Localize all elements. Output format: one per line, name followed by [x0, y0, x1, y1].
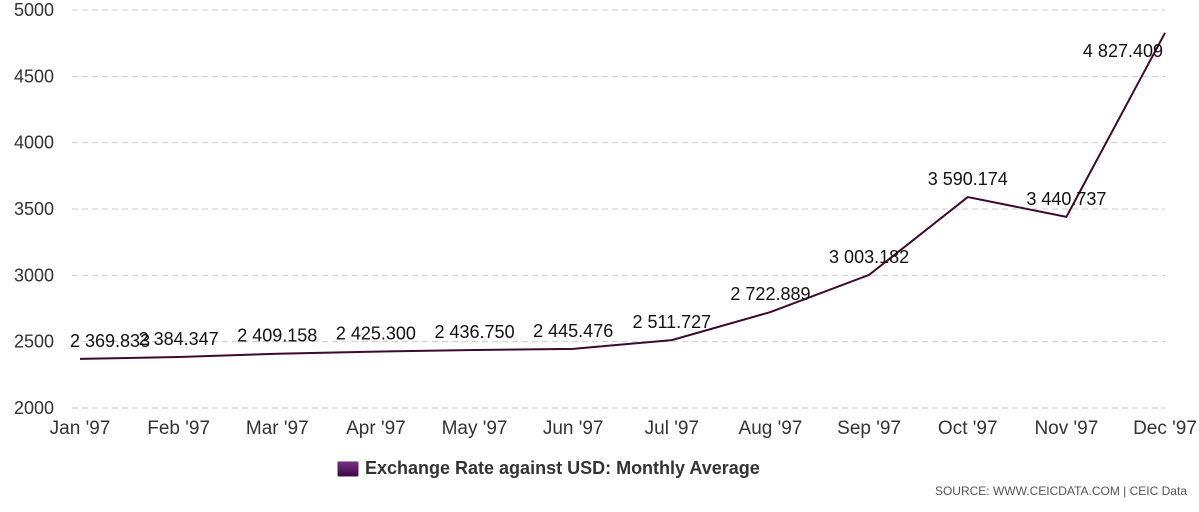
- x-tick-label: Apr '97: [346, 418, 406, 439]
- data-label: 2 511.727: [632, 312, 711, 332]
- data-label: 3 003.182: [829, 247, 909, 267]
- legend-swatch: [337, 460, 359, 477]
- data-label: 2 425.300: [336, 324, 416, 344]
- y-tick-label: 4000: [14, 133, 54, 153]
- legend-label: Exchange Rate against USD: Monthly Avera…: [365, 458, 760, 478]
- data-label: 2 409.158: [237, 326, 317, 346]
- x-tick-label: Jul '97: [645, 418, 699, 439]
- y-tick-label: 2500: [14, 332, 54, 352]
- x-tick-label: May '97: [442, 418, 508, 439]
- x-tick-label: Dec '97: [1133, 418, 1197, 439]
- y-tick-label: 4500: [14, 66, 54, 86]
- y-tick-label: 3500: [14, 199, 54, 219]
- x-tick-label: Jan '97: [50, 418, 111, 439]
- x-tick-label: Sep '97: [837, 418, 901, 439]
- data-label: 3 590.174: [928, 169, 1008, 189]
- y-tick-label: 3000: [14, 265, 54, 285]
- x-tick-label: Feb '97: [147, 418, 210, 439]
- data-label: 3 440.737: [1026, 189, 1106, 209]
- x-tick-label: Aug '97: [739, 418, 803, 439]
- data-label: 2 369.833: [70, 331, 150, 351]
- data-label: 2 384.347: [139, 329, 219, 349]
- y-tick-label: 2000: [14, 398, 54, 418]
- x-tick-label: Jun '97: [543, 418, 604, 439]
- data-label: 2 722.889: [730, 284, 810, 304]
- data-label: 2 436.750: [435, 322, 515, 342]
- series-line: [79, 32, 1166, 360]
- x-tick-label: Oct '97: [938, 418, 998, 439]
- x-tick-label: Nov '97: [1034, 418, 1098, 439]
- data-label: 4 827.409: [1083, 41, 1163, 61]
- chart-legend[interactable]: Exchange Rate against USD: Monthly Avera…: [337, 458, 760, 479]
- data-label: 2 445.476: [533, 321, 613, 341]
- source-note: SOURCE: WWW.CEICDATA.COM | CEIC Data: [934, 484, 1187, 498]
- x-tick-label: Mar '97: [246, 418, 309, 439]
- y-tick-label: 5000: [14, 0, 54, 20]
